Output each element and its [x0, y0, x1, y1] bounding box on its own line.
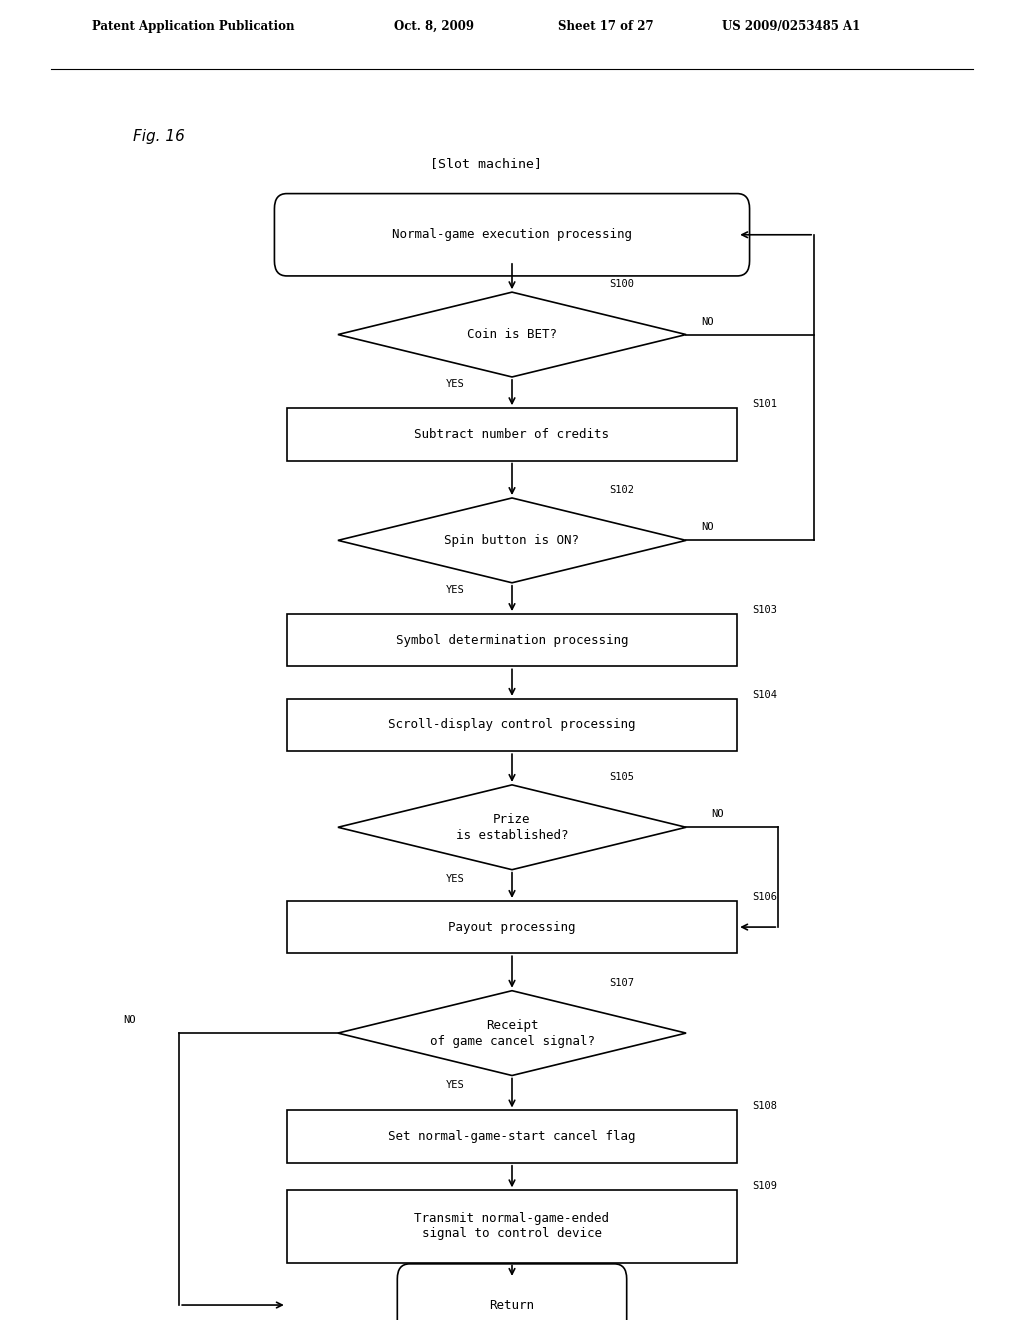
Text: NO: NO	[712, 809, 724, 820]
Text: Return: Return	[489, 1299, 535, 1312]
Text: YES: YES	[445, 1080, 464, 1090]
Text: Spin button is ON?: Spin button is ON?	[444, 533, 580, 546]
Text: YES: YES	[445, 585, 464, 595]
Text: S109: S109	[753, 1181, 777, 1191]
Bar	[287, 900, 737, 953]
Text: Symbol determination processing: Symbol determination processing	[395, 634, 629, 647]
Text: NO: NO	[123, 1015, 135, 1026]
Text: Transmit normal-game-ended
signal to control device: Transmit normal-game-ended signal to con…	[415, 1213, 609, 1241]
Text: Normal-game execution processing: Normal-game execution processing	[392, 228, 632, 242]
Text: Subtract number of credits: Subtract number of credits	[415, 428, 609, 441]
Text: Prize
is established?: Prize is established?	[456, 813, 568, 842]
Text: S105: S105	[609, 772, 634, 781]
Text: [Slot machine]: [Slot machine]	[430, 157, 542, 170]
Bar	[287, 614, 737, 667]
Text: YES: YES	[445, 379, 464, 389]
Text: Receipt
of game cancel signal?: Receipt of game cancel signal?	[429, 1019, 595, 1048]
Bar	[287, 1110, 737, 1163]
Text: S108: S108	[753, 1101, 777, 1111]
Polygon shape	[338, 785, 686, 870]
Text: Scroll-display control processing: Scroll-display control processing	[388, 718, 636, 731]
Text: Set normal-game-start cancel flag: Set normal-game-start cancel flag	[388, 1130, 636, 1143]
Text: S106: S106	[753, 891, 777, 902]
Text: Patent Application Publication: Patent Application Publication	[92, 20, 295, 33]
Text: S101: S101	[753, 399, 777, 409]
Text: Payout processing: Payout processing	[449, 920, 575, 933]
Polygon shape	[338, 498, 686, 583]
Bar	[287, 698, 737, 751]
Text: S103: S103	[753, 605, 777, 615]
Text: Fig. 16: Fig. 16	[133, 129, 185, 144]
Text: Coin is BET?: Coin is BET?	[467, 329, 557, 341]
Text: S104: S104	[753, 689, 777, 700]
Bar	[287, 408, 737, 461]
FancyBboxPatch shape	[397, 1263, 627, 1320]
Text: Oct. 8, 2009: Oct. 8, 2009	[394, 20, 474, 33]
Text: S107: S107	[609, 978, 634, 987]
Text: YES: YES	[445, 874, 464, 884]
Bar	[287, 1191, 737, 1263]
Text: S102: S102	[609, 484, 634, 495]
Text: NO: NO	[701, 317, 714, 326]
Polygon shape	[338, 292, 686, 378]
Text: S100: S100	[609, 279, 634, 289]
Polygon shape	[338, 991, 686, 1076]
FancyBboxPatch shape	[274, 194, 750, 276]
Text: US 2009/0253485 A1: US 2009/0253485 A1	[722, 20, 860, 33]
Text: NO: NO	[701, 523, 714, 532]
Text: Sheet 17 of 27: Sheet 17 of 27	[558, 20, 653, 33]
